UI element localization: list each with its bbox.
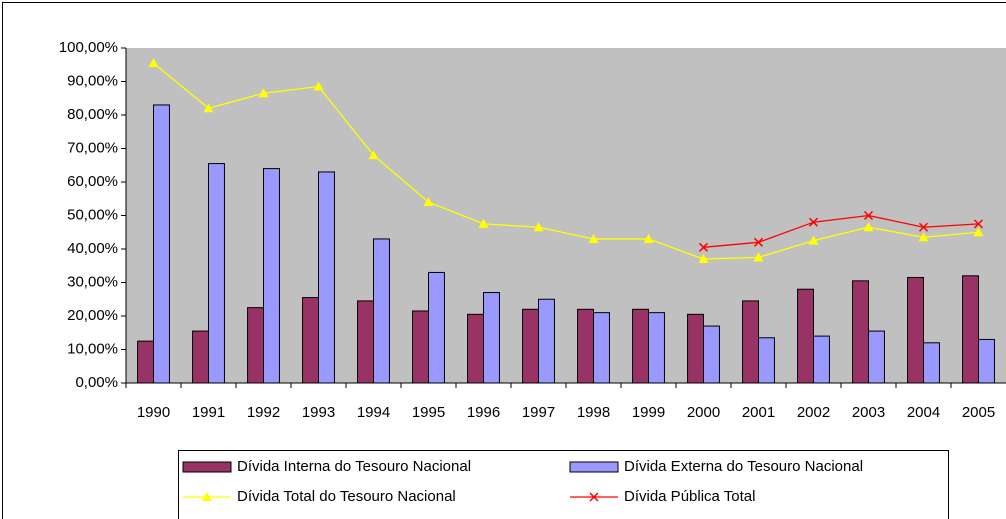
bar bbox=[978, 338, 995, 384]
bar bbox=[907, 276, 924, 384]
marker bbox=[202, 492, 212, 501]
x-tick-label: 2001 bbox=[742, 404, 775, 421]
bar bbox=[153, 104, 170, 384]
legend-swatch bbox=[182, 461, 232, 473]
y-tick-label: 60,00% bbox=[67, 173, 118, 190]
bar bbox=[758, 337, 775, 384]
bar bbox=[522, 308, 539, 384]
x-tick-label: 2000 bbox=[687, 404, 720, 421]
marker bbox=[588, 233, 599, 243]
bar bbox=[632, 308, 649, 384]
bar bbox=[412, 310, 429, 384]
marker bbox=[698, 254, 709, 264]
legend-label: Dívida Total do Tesouro Nacional bbox=[237, 488, 456, 505]
marker bbox=[313, 81, 324, 91]
y-tick-label: 0,00% bbox=[75, 374, 118, 391]
marker bbox=[698, 242, 709, 252]
bar bbox=[868, 330, 885, 384]
bar bbox=[797, 288, 814, 384]
y-tick-label: 100,00% bbox=[59, 39, 118, 56]
bar bbox=[208, 163, 225, 384]
line bbox=[703, 214, 979, 248]
bar bbox=[923, 342, 940, 384]
marker bbox=[258, 88, 269, 98]
marker bbox=[863, 210, 874, 221]
bar bbox=[302, 297, 319, 384]
x-tick-label: 2002 bbox=[797, 404, 830, 421]
x-tick-label: 2005 bbox=[962, 404, 995, 421]
marker bbox=[808, 217, 819, 227]
bar bbox=[357, 300, 374, 384]
x-tick-label: 1993 bbox=[302, 404, 335, 421]
bar bbox=[318, 171, 335, 384]
marker bbox=[918, 222, 929, 232]
x-tick-label: 2004 bbox=[907, 404, 940, 421]
marker bbox=[478, 218, 489, 228]
x-tick-label: 1997 bbox=[522, 404, 555, 421]
bar bbox=[852, 280, 869, 384]
bar bbox=[742, 300, 759, 384]
marker bbox=[808, 235, 819, 245]
legend-swatch bbox=[569, 461, 619, 473]
x-tick-label: 2003 bbox=[852, 404, 885, 421]
marker bbox=[863, 222, 874, 232]
y-tick-label: 40,00% bbox=[67, 240, 118, 257]
legend bbox=[178, 450, 949, 519]
marker bbox=[533, 222, 544, 232]
marker bbox=[973, 227, 984, 237]
bar bbox=[192, 330, 210, 384]
marker bbox=[753, 252, 764, 262]
marker bbox=[423, 197, 434, 207]
marker bbox=[368, 150, 379, 160]
bar bbox=[137, 340, 155, 384]
bar bbox=[813, 335, 830, 384]
bar bbox=[648, 312, 665, 384]
y-tick-label: 70,00% bbox=[67, 139, 118, 156]
legend-label: Dívida Externa do Tesouro Nacional bbox=[624, 458, 863, 475]
bar bbox=[247, 307, 265, 384]
bar bbox=[467, 313, 484, 384]
y-tick-label: 80,00% bbox=[67, 106, 118, 123]
bar bbox=[687, 313, 704, 384]
x-tick-label: 1994 bbox=[357, 404, 390, 421]
bar bbox=[483, 292, 500, 384]
bar bbox=[962, 275, 979, 384]
bar bbox=[577, 308, 594, 384]
line bbox=[153, 62, 979, 260]
marker bbox=[753, 237, 764, 247]
bar bbox=[538, 298, 555, 384]
bar bbox=[263, 168, 280, 384]
marker bbox=[589, 492, 599, 502]
marker bbox=[148, 58, 159, 68]
x-tick-label: 1999 bbox=[632, 404, 665, 421]
y-tick-label: 10,00% bbox=[67, 340, 118, 357]
marker bbox=[643, 233, 654, 243]
bar bbox=[373, 238, 390, 384]
x-tick-label: 1996 bbox=[467, 404, 500, 421]
legend-label: Dívida Pública Total bbox=[624, 488, 755, 505]
y-tick-label: 30,00% bbox=[67, 273, 118, 290]
x-tick-label: 1995 bbox=[412, 404, 445, 421]
x-tick-label: 1990 bbox=[137, 404, 170, 421]
y-tick-label: 50,00% bbox=[67, 206, 118, 223]
bar bbox=[593, 312, 610, 384]
legend-label: Dívida Interna do Tesouro Nacional bbox=[237, 458, 471, 475]
bar bbox=[703, 325, 720, 384]
y-tick-label: 20,00% bbox=[67, 307, 118, 324]
bar bbox=[428, 271, 445, 384]
marker bbox=[203, 103, 214, 113]
x-tick-label: 1991 bbox=[192, 404, 225, 421]
x-tick-label: 1992 bbox=[247, 404, 280, 421]
marker bbox=[918, 232, 929, 242]
x-tick-label: 1998 bbox=[577, 404, 610, 421]
marker bbox=[973, 219, 984, 229]
y-tick-label: 90,00% bbox=[67, 72, 118, 89]
